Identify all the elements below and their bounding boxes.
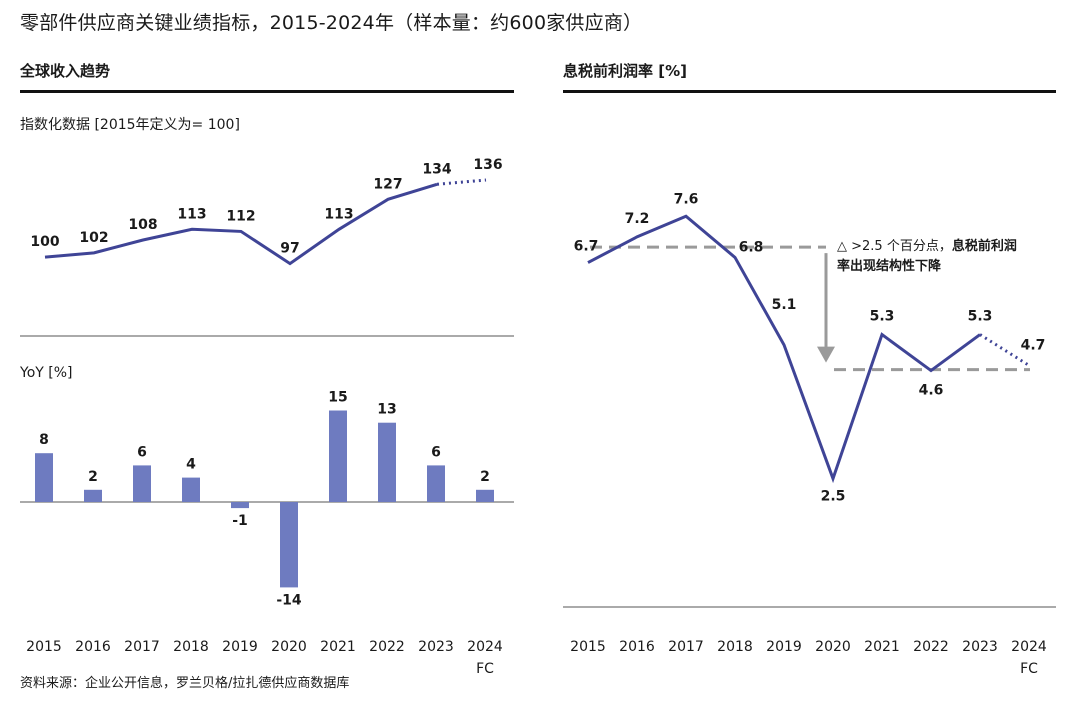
revenue-data-label: 113 [324, 206, 353, 222]
x-tick-label: 2024 [1011, 639, 1047, 655]
ebit-margin-chart: 6.7 7.2 7.6 6.8 5.1 2.5 5.3 4.6 5.3 4.7 [574, 191, 1046, 504]
revenue-data-label: 112 [226, 208, 255, 224]
ebit-line [587, 214, 981, 484]
left-title-rule [20, 90, 514, 93]
yoy-axis-label: YoY [%] [20, 365, 73, 381]
yoy-bar [231, 502, 249, 509]
drop-arrow-head [817, 346, 835, 363]
yoy-bar [133, 465, 151, 502]
yoy-bar [378, 422, 396, 502]
x-tick-label: 2023 [962, 639, 998, 655]
ebit-data-label: 2.5 [821, 489, 846, 505]
yoy-bar [35, 453, 53, 502]
x-tick-label: 2020 [815, 639, 851, 655]
ebit-drop-annotation: △ >2.5 个百分点，息税前利润 率出现结构性下降 [837, 237, 1017, 277]
x-tick-label: 2022 [913, 639, 949, 655]
yoy-data-label: 2 [480, 469, 490, 485]
x-tick-label: 2024 [467, 639, 503, 655]
source-note: 资料来源：企业公开信息，罗兰贝格/拉扎德供应商数据库 [20, 676, 350, 691]
x-tick-label: 2022 [369, 639, 405, 655]
yoy-data-label: 15 [328, 390, 347, 406]
x-tick-sublabel: FC [1020, 661, 1038, 677]
yoy-data-label: 4 [186, 457, 196, 473]
revenue-data-label: 136 [473, 157, 502, 173]
x-tick-label: 2015 [26, 639, 62, 655]
yoy-bar-chart: 8 2 6 4 -1 -14 15 13 6 2 [35, 390, 494, 608]
yoy-data-label: 2 [88, 469, 98, 485]
yoy-data-label: 6 [137, 444, 147, 460]
right-title-rule [563, 90, 1056, 93]
yoy-data-label: 6 [431, 444, 441, 460]
x-tick-label: 2020 [271, 639, 307, 655]
yoy-bar [182, 477, 200, 502]
x-tick-label: 2016 [619, 639, 655, 655]
ebit-data-label: 7.6 [674, 191, 699, 207]
yoy-bar [427, 465, 445, 502]
page-title: 零部件供应商关键业绩指标，2015-2024年（样本量：约600家供应商） [20, 12, 643, 34]
x-tick-label: 2017 [124, 639, 160, 655]
revenue-data-label: 100 [30, 234, 59, 250]
x-tick-sublabel: FC [476, 661, 494, 677]
yoy-data-label: -1 [232, 513, 248, 529]
ebit-data-label: 4.7 [1021, 337, 1046, 353]
ebit-data-label: 4.6 [919, 383, 944, 399]
ebit-data-label: 5.3 [968, 309, 993, 325]
revenue-line [44, 182, 438, 266]
x-axis-labels: 2015 2016 2017 2018 2019 2020 2021 2022 2023 2024… [26, 639, 1047, 677]
ebit-data-label: 5.3 [870, 309, 895, 325]
x-tick-label: 2019 [766, 639, 802, 655]
annotation-prefix: △ >2.5 个百分点， [837, 239, 952, 254]
yoy-bar [476, 489, 494, 502]
index-axis-label: 指数化数据 [2015年定义为= 100] [20, 117, 240, 133]
ebit-data-label: 6.8 [739, 239, 764, 255]
x-tick-label: 2016 [75, 639, 111, 655]
x-tick-label: 2023 [418, 639, 454, 655]
ebit-data-label: 6.7 [574, 239, 599, 255]
ebit-data-label: 5.1 [772, 297, 797, 313]
yoy-bar [84, 489, 102, 502]
yoy-data-label: 8 [39, 432, 49, 448]
x-tick-label: 2015 [570, 639, 606, 655]
x-tick-label: 2017 [668, 639, 704, 655]
x-tick-label: 2019 [222, 639, 258, 655]
x-tick-label: 2021 [320, 639, 356, 655]
yoy-data-label: -14 [276, 592, 302, 608]
revenue-data-label: 97 [280, 241, 299, 257]
x-tick-label: 2018 [717, 639, 753, 655]
x-tick-label: 2021 [864, 639, 900, 655]
revenue-data-label: 134 [422, 161, 451, 177]
revenue-index-chart: 100 102 108 113 112 97 113 127 134 136 [30, 157, 503, 266]
revenue-data-label: 102 [79, 230, 108, 246]
revenue-data-label: 127 [373, 176, 402, 192]
ebit-data-label: 7.2 [625, 211, 650, 227]
x-tick-label: 2018 [173, 639, 209, 655]
revenue-data-label: 108 [128, 217, 157, 233]
right-panel-title: 息税前利润率 [%] [563, 62, 687, 80]
yoy-data-label: 13 [377, 402, 396, 418]
yoy-bar [329, 410, 347, 502]
yoy-bar [280, 502, 298, 588]
ebit-forecast-line [979, 333, 1030, 367]
left-panel-title: 全球收入趋势 [20, 62, 111, 80]
revenue-data-label: 113 [177, 206, 206, 222]
annotation-line2: 率出现结构性下降 [837, 259, 942, 274]
annotation-bold: 息税前利润 [951, 239, 1017, 254]
revenue-forecast-line [436, 178, 487, 186]
